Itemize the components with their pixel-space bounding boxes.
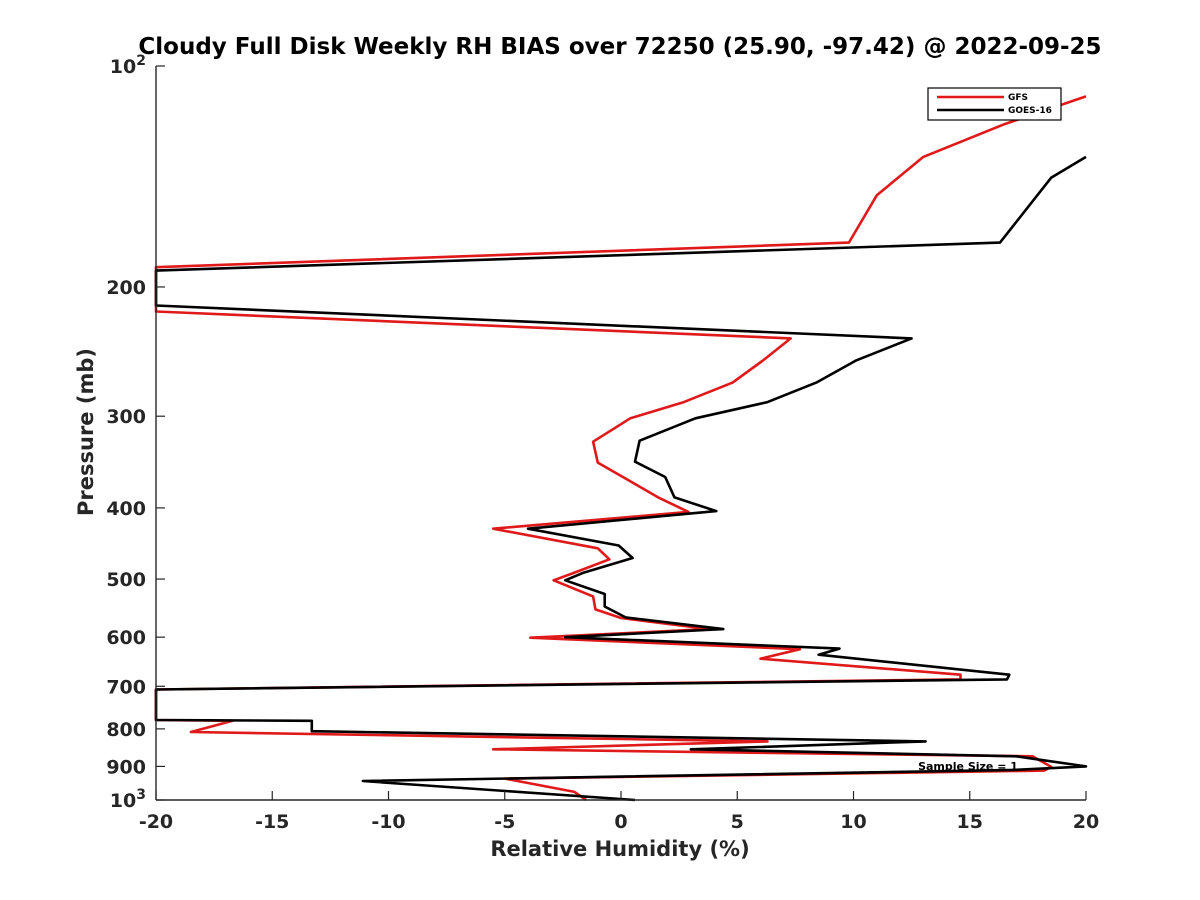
series-line-gfs bbox=[154, 95, 1087, 802]
y-tick-label: 900 bbox=[106, 756, 146, 778]
legend-label-goes16: GOES-16 bbox=[1008, 106, 1052, 116]
x-tick-label: -5 bbox=[494, 811, 515, 833]
y-axis-label: Pressure (mb) bbox=[74, 348, 98, 516]
chart-title: Cloudy Full Disk Weekly RH BIAS over 722… bbox=[138, 34, 1101, 60]
y-tick-label: 103 bbox=[110, 787, 146, 812]
y-tick-label: 700 bbox=[106, 676, 146, 698]
x-tick-label: 0 bbox=[614, 811, 627, 833]
x-axis-label: Relative Humidity (%) bbox=[490, 837, 749, 861]
legend-label-gfs: GFS bbox=[1008, 93, 1028, 103]
x-tick-label: 5 bbox=[731, 811, 744, 833]
axes: -20 -15 -10 -5 0 5 10 15 20 102 200 300 400 500 600 700… bbox=[106, 53, 1099, 833]
y-tick-label: 102 bbox=[110, 53, 146, 78]
x-tick-label: 15 bbox=[957, 811, 983, 833]
sample-size-annotation: Sample Size = 1 bbox=[918, 760, 1018, 773]
x-tick-label: 10 bbox=[840, 811, 866, 833]
y-tick-label: 200 bbox=[106, 277, 146, 299]
y-tick-label: 400 bbox=[106, 498, 146, 520]
y-tick-label: 800 bbox=[106, 719, 146, 741]
x-tick-label: -10 bbox=[371, 811, 405, 833]
x-tick-label: -15 bbox=[255, 811, 289, 833]
y-tick-label: 500 bbox=[106, 569, 146, 591]
x-tick-label: 20 bbox=[1073, 811, 1099, 833]
y-tick-label: 600 bbox=[106, 627, 146, 649]
legend: GFS GOES-16 bbox=[927, 87, 1062, 121]
series-line-goes16 bbox=[154, 155, 1088, 802]
legend-box bbox=[927, 87, 1062, 121]
y-tick-label: 300 bbox=[106, 406, 146, 428]
x-tick-label: -20 bbox=[139, 811, 173, 833]
plot-area bbox=[154, 95, 1088, 802]
